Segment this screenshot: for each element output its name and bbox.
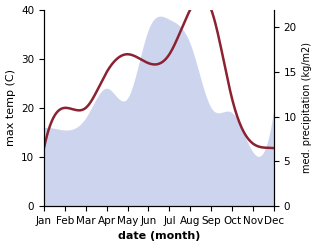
X-axis label: date (month): date (month) bbox=[118, 231, 200, 242]
Y-axis label: med. precipitation (kg/m2): med. precipitation (kg/m2) bbox=[302, 42, 313, 173]
Y-axis label: max temp (C): max temp (C) bbox=[5, 69, 16, 146]
